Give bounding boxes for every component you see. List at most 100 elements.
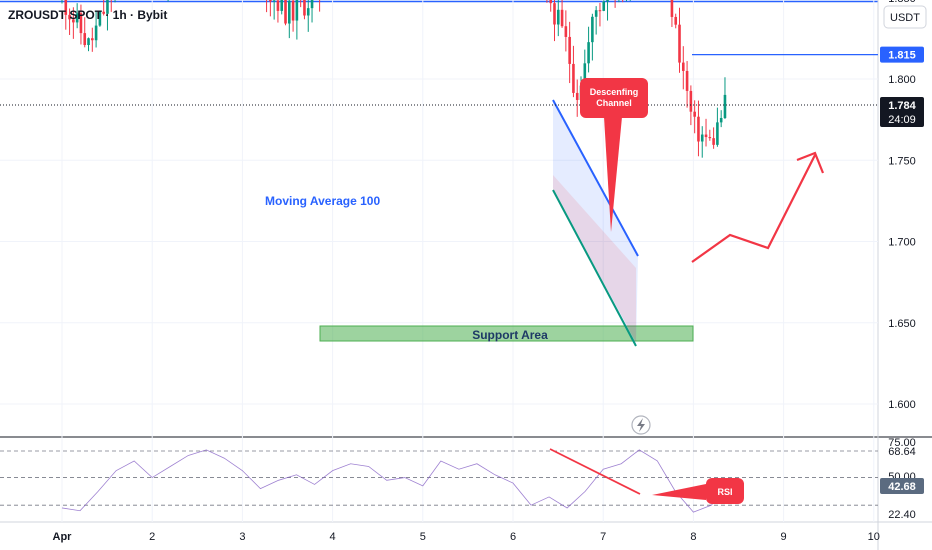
candle xyxy=(83,17,87,48)
candle xyxy=(91,27,94,52)
candle xyxy=(708,129,712,141)
candle xyxy=(614,0,616,8)
candle xyxy=(272,0,276,20)
candle xyxy=(591,13,594,61)
candle-body xyxy=(549,0,553,4)
candle xyxy=(319,0,321,12)
candle xyxy=(572,45,575,98)
candle-body xyxy=(606,0,609,2)
channel-label-2: Channel xyxy=(596,98,632,108)
candle-body xyxy=(693,111,696,117)
candle xyxy=(306,0,310,32)
last-price-label: 1.784 24:09 xyxy=(880,97,924,127)
candle xyxy=(303,0,306,20)
candle xyxy=(75,3,79,29)
x-tick-label: 8 xyxy=(690,531,696,543)
support-label: Support Area xyxy=(472,328,548,342)
rsi-value-label: 68.64 42.68 xyxy=(880,446,924,494)
lightning-icon[interactable] xyxy=(631,415,651,435)
chart-title: ZROUSDT SPOT · 1h · Bybit xyxy=(8,8,167,22)
candle xyxy=(266,0,268,13)
candle-body xyxy=(716,122,719,145)
price-axis-label: 1.815 xyxy=(880,46,924,63)
candle-body xyxy=(572,63,575,93)
channel-callout: Descenfing Channel xyxy=(580,78,648,118)
candle-body xyxy=(560,9,564,27)
candle-body xyxy=(64,0,68,15)
candle xyxy=(568,21,571,84)
x-tick-label: 6 xyxy=(510,531,516,543)
candle xyxy=(670,0,674,27)
x-tick-label: 9 xyxy=(781,531,787,543)
projection-path xyxy=(691,154,816,263)
candle-body xyxy=(708,137,712,139)
candle xyxy=(310,0,314,23)
channel-label-1: Descenfing xyxy=(590,87,639,97)
candle xyxy=(716,107,719,147)
rsi-label: RSI xyxy=(717,487,732,497)
candle-body xyxy=(75,13,79,23)
candle-body xyxy=(598,10,602,12)
ma-label: Moving Average 100 xyxy=(265,194,380,208)
candle xyxy=(280,0,284,15)
candle xyxy=(685,61,689,108)
y-tick-label: 1.600 xyxy=(888,399,916,411)
rsi-tick-label: 75.00 xyxy=(888,437,916,449)
candle-body xyxy=(712,138,715,145)
candle xyxy=(295,0,299,40)
candle-body xyxy=(670,0,674,17)
candle-body xyxy=(681,62,685,71)
candle-body xyxy=(678,24,681,63)
candle xyxy=(594,6,598,35)
candle-body xyxy=(697,116,700,142)
candle-body xyxy=(98,11,102,26)
candle xyxy=(678,7,681,73)
candle-body xyxy=(83,33,87,46)
currency-label: USDT xyxy=(890,12,920,24)
rsi-callout-pointer xyxy=(652,484,706,500)
candle xyxy=(269,0,272,17)
x-tick-label: 2 xyxy=(149,531,155,543)
candle-body xyxy=(269,0,272,2)
x-tick-label: Apr xyxy=(53,531,73,543)
x-tick-label: 10 xyxy=(868,531,880,543)
rsi-upper-value: 68.64 xyxy=(888,446,916,458)
projection-arrowhead xyxy=(796,151,825,174)
candle-body xyxy=(568,36,571,64)
candle-body xyxy=(94,25,98,41)
candle xyxy=(700,126,704,158)
candle-body xyxy=(303,0,306,16)
y-tick-label: 1.700 xyxy=(888,237,916,249)
last-price-bg xyxy=(880,97,924,127)
candle xyxy=(602,0,606,12)
candle xyxy=(98,10,102,27)
candle-body xyxy=(91,38,94,41)
candle-body xyxy=(276,0,280,11)
candle xyxy=(106,0,109,31)
candle-body xyxy=(564,26,568,37)
channel-lower xyxy=(552,189,637,347)
candle xyxy=(712,127,715,149)
rsi-callout: RSI xyxy=(706,478,744,504)
candle-body xyxy=(602,1,606,11)
y-tick-label: 1.850 xyxy=(888,0,916,5)
candle xyxy=(300,0,302,8)
candle xyxy=(560,0,564,28)
candle xyxy=(68,8,71,35)
channel-callout-pointer xyxy=(604,117,622,232)
candle-body xyxy=(591,16,594,43)
candle-body xyxy=(685,70,689,91)
candle xyxy=(87,37,90,52)
x-tick-label: 7 xyxy=(600,531,606,543)
candle xyxy=(64,0,68,30)
candle-body xyxy=(284,0,287,24)
candle-body xyxy=(689,90,693,112)
candle-body xyxy=(719,117,723,123)
rsi-divergence-line xyxy=(549,448,641,495)
x-tick-label: 4 xyxy=(330,531,336,543)
currency-button[interactable]: USDT xyxy=(883,5,927,29)
channel-fill-inner xyxy=(553,175,636,342)
channel-upper xyxy=(552,99,639,257)
